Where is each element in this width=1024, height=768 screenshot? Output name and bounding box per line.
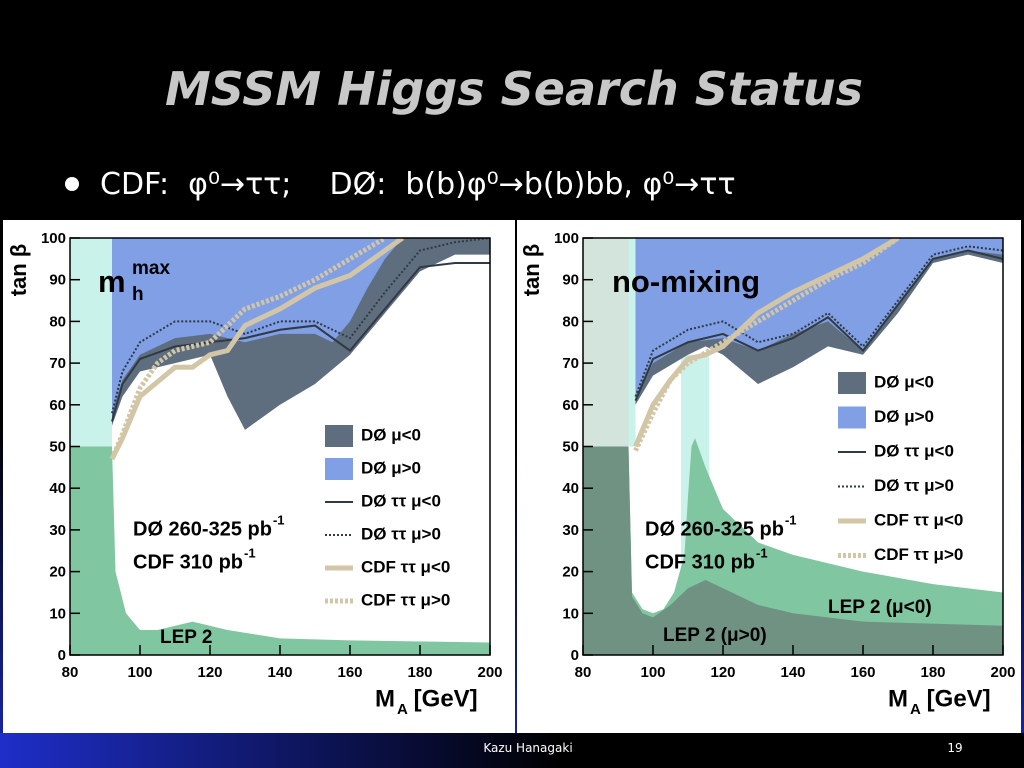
legend-swatch bbox=[838, 372, 866, 394]
x-tick-label: 160 bbox=[337, 664, 362, 681]
y-tick-label: 10 bbox=[49, 605, 66, 622]
x-tick-label: 160 bbox=[850, 664, 875, 681]
y-tick-label: 50 bbox=[49, 439, 66, 456]
annotation-sup: -1 bbox=[756, 545, 768, 560]
x-tick-label: 120 bbox=[710, 664, 735, 681]
x-tick-label: 80 bbox=[575, 664, 592, 681]
limit-line bbox=[109, 238, 404, 461]
region-label: LEP 2 bbox=[160, 627, 212, 648]
legend-label: DØ μ>0 bbox=[361, 458, 421, 477]
legend-label: DØ ττ μ>0 bbox=[361, 524, 441, 543]
limit-line bbox=[109, 238, 387, 460]
annotation: DØ 260-325 pb bbox=[133, 518, 272, 540]
limit-line bbox=[633, 238, 900, 452]
limit-line bbox=[633, 238, 900, 448]
x-axis-label-unit: [GeV] bbox=[920, 685, 991, 712]
y-tick-label: 50 bbox=[562, 439, 579, 456]
x-tick-label: 200 bbox=[990, 664, 1015, 681]
y-tick-label: 60 bbox=[49, 397, 66, 414]
scenario-sub: h bbox=[132, 284, 144, 305]
y-tick-label: 70 bbox=[49, 355, 66, 372]
annotation-sup: -1 bbox=[244, 545, 256, 560]
legend-swatch bbox=[838, 406, 866, 429]
legend-swatch bbox=[325, 458, 353, 480]
scenario-sup: max bbox=[132, 258, 170, 279]
legend-label: DØ ττ μ<0 bbox=[874, 441, 954, 460]
region bbox=[112, 238, 490, 414]
x-tick-label: 180 bbox=[920, 664, 945, 681]
y-tick-label: 100 bbox=[41, 230, 66, 247]
y-tick-label: 70 bbox=[562, 355, 579, 372]
footer-text: Kazu Hanagaki bbox=[483, 741, 572, 755]
footer-bar bbox=[0, 733, 1024, 768]
y-tick-label: 90 bbox=[562, 272, 579, 289]
legend-label: DØ μ<0 bbox=[874, 372, 934, 391]
legend-label: DØ μ>0 bbox=[874, 407, 934, 426]
plot-area bbox=[70, 238, 490, 655]
limit-line bbox=[111, 262, 490, 422]
region-label: LEP 2 (μ>0) bbox=[663, 625, 767, 646]
x-tick-label: 140 bbox=[780, 664, 805, 681]
annotation-sup: -1 bbox=[273, 512, 285, 527]
y-tick-label: 100 bbox=[554, 230, 579, 247]
slide-title: MSSM Higgs Search Status bbox=[165, 62, 863, 116]
legend-label: DØ ττ μ<0 bbox=[361, 491, 441, 510]
scenario-label: m bbox=[98, 264, 126, 299]
limit-line bbox=[111, 238, 490, 414]
annotation: CDF 310 pb bbox=[133, 551, 243, 573]
y-tick-label: 0 bbox=[571, 647, 579, 664]
y-tick-label: 60 bbox=[562, 397, 579, 414]
x-tick-label: 180 bbox=[407, 664, 432, 681]
y-tick-label: 80 bbox=[562, 313, 579, 330]
y-tick-label: 20 bbox=[49, 564, 66, 581]
y-tick-label: 40 bbox=[49, 480, 66, 497]
x-axis-label-sub: A bbox=[397, 701, 408, 718]
legend-label: CDF ττ μ<0 bbox=[874, 510, 963, 529]
legend-label: DØ ττ μ>0 bbox=[874, 476, 954, 495]
bullet-text: CDF: φ⁰→ττ; DØ: b(b)φ⁰→b(b)bb, φ⁰→ττ bbox=[100, 167, 736, 202]
bullet-dot bbox=[65, 177, 79, 191]
page-number: 19 bbox=[947, 741, 962, 755]
x-axis-label: M bbox=[375, 685, 395, 712]
annotation: DØ 260-325 pb bbox=[645, 518, 784, 540]
x-tick-label: 100 bbox=[127, 664, 152, 681]
y-tick-label: 40 bbox=[562, 480, 579, 497]
legend-label: CDF ττ μ>0 bbox=[874, 545, 963, 564]
x-tick-label: 80 bbox=[62, 664, 79, 681]
y-tick-label: 30 bbox=[562, 522, 579, 539]
y-tick-label: 80 bbox=[49, 313, 66, 330]
limit-line bbox=[634, 249, 1003, 402]
legend-swatch bbox=[325, 425, 353, 447]
region bbox=[583, 446, 1003, 655]
legend-label: CDF ττ μ>0 bbox=[361, 590, 450, 609]
y-tick-label: 30 bbox=[49, 522, 66, 539]
plot-area bbox=[583, 238, 1003, 655]
x-tick-label: 200 bbox=[477, 664, 502, 681]
x-tick-label: 120 bbox=[197, 664, 222, 681]
x-axis-label-unit: [GeV] bbox=[407, 685, 478, 712]
region bbox=[628, 238, 636, 447]
x-tick-label: 100 bbox=[640, 664, 665, 681]
y-axis-label: tan β bbox=[519, 244, 544, 297]
region bbox=[70, 238, 112, 447]
y-tick-label: 20 bbox=[562, 564, 579, 581]
scenario-label: no-mixing bbox=[612, 264, 760, 299]
x-tick-label: 140 bbox=[267, 664, 292, 681]
x-axis-label: M bbox=[888, 685, 908, 712]
region bbox=[583, 238, 629, 447]
legend-label: DØ μ<0 bbox=[361, 425, 421, 444]
annotation: CDF 310 pb bbox=[645, 551, 755, 573]
x-axis-label-sub: A bbox=[910, 701, 921, 718]
y-tick-label: 90 bbox=[49, 272, 66, 289]
y-axis-label: tan β bbox=[6, 244, 31, 297]
legend-label: CDF ττ μ<0 bbox=[361, 557, 450, 576]
region-label: LEP 2 (μ<0) bbox=[828, 597, 932, 618]
y-tick-label: 0 bbox=[58, 647, 66, 664]
limit-line bbox=[634, 245, 1003, 397]
region bbox=[70, 446, 490, 655]
y-tick-label: 10 bbox=[562, 605, 579, 622]
annotation-sup: -1 bbox=[785, 512, 797, 527]
